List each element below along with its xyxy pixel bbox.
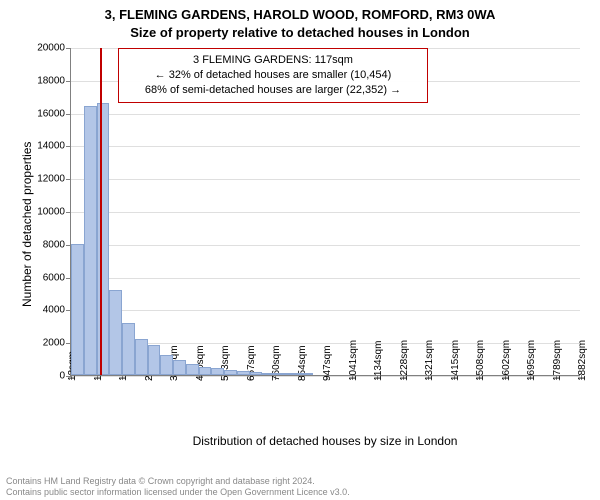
title-line1: 3, FLEMING GARDENS, HAROLD WOOD, ROMFORD… (0, 6, 600, 24)
xtick-label: 1321sqm (424, 340, 435, 381)
ytick-label: 12000 (37, 174, 65, 185)
histogram-bar (199, 367, 212, 375)
y-axis-label: Number of detached properties (20, 142, 34, 307)
footer-attribution: Contains HM Land Registry data © Crown c… (6, 476, 594, 499)
histogram-bar (211, 368, 224, 375)
xtick-label: 573sqm (220, 345, 231, 381)
histogram-bar (186, 364, 199, 375)
ytick-label: 18000 (37, 75, 65, 86)
ytick-label: 2000 (43, 338, 65, 349)
gridline-h (71, 245, 580, 246)
ytick-mark (66, 179, 71, 180)
xtick-label: 1228sqm (399, 340, 410, 381)
histogram-bar (250, 372, 263, 375)
footer-line1: Contains HM Land Registry data © Crown c… (6, 476, 594, 487)
xtick-label: 1508sqm (475, 340, 486, 381)
histogram-bar (275, 373, 288, 375)
histogram-bar (84, 106, 97, 375)
histogram-bar (262, 373, 275, 375)
ytick-mark (66, 48, 71, 49)
histogram-bar (237, 371, 250, 375)
ytick-label: 14000 (37, 141, 65, 152)
xtick-label: 1602sqm (501, 340, 512, 381)
xtick-label: 1789sqm (552, 340, 563, 381)
xtick-label: 1041sqm (348, 340, 359, 381)
gridline-h (71, 278, 580, 279)
ytick-label: 4000 (43, 305, 65, 316)
ytick-label: 0 (59, 371, 65, 382)
ytick-label: 8000 (43, 239, 65, 250)
gridline-h (71, 114, 580, 115)
histogram-bar (97, 103, 110, 375)
xtick-label: 760sqm (271, 345, 282, 381)
histogram-bar (135, 339, 148, 375)
histogram-bar (301, 373, 314, 375)
title-line2: Size of property relative to detached ho… (0, 24, 600, 42)
xtick-label: 854sqm (297, 345, 308, 381)
gridline-h (71, 310, 580, 311)
xtick-label: 1134sqm (373, 341, 384, 381)
annotation-line1: 3 FLEMING GARDENS: 117sqm (129, 53, 417, 68)
annotation-line3: 68% of semi-detached houses are larger (… (129, 83, 417, 98)
xtick-label: 1415sqm (450, 340, 461, 381)
xtick-label: 947sqm (322, 345, 333, 381)
ytick-label: 6000 (43, 272, 65, 283)
histogram-bar (173, 360, 186, 375)
annotation-line2: ← 32% of detached houses are smaller (10… (129, 68, 417, 83)
histogram-bar (224, 370, 237, 375)
annotation-box: 3 FLEMING GARDENS: 117sqm ← 32% of detac… (118, 48, 428, 103)
histogram-bar (288, 373, 301, 375)
histogram-bar (109, 290, 122, 375)
ytick-label: 16000 (37, 108, 65, 119)
gridline-h (71, 212, 580, 213)
gridline-h (71, 179, 580, 180)
x-axis-label: Distribution of detached houses by size … (70, 434, 580, 448)
ytick-mark (66, 81, 71, 82)
ytick-mark (66, 146, 71, 147)
chart-title-block: 3, FLEMING GARDENS, HAROLD WOOD, ROMFORD… (0, 0, 600, 41)
ytick-label: 20000 (37, 43, 65, 54)
reference-line (100, 48, 102, 375)
footer-line2: Contains public sector information licen… (6, 487, 594, 498)
xtick-label: 1882sqm (577, 340, 588, 381)
ytick-label: 10000 (37, 207, 65, 218)
xtick-label: 1695sqm (526, 340, 537, 381)
ytick-mark (66, 212, 71, 213)
histogram-bar (160, 355, 173, 375)
histogram-bar (122, 323, 135, 375)
ytick-mark (66, 114, 71, 115)
xtick-label: 667sqm (246, 345, 257, 381)
gridline-h (71, 146, 580, 147)
histogram-bar (71, 244, 84, 375)
histogram-bar (148, 345, 161, 375)
